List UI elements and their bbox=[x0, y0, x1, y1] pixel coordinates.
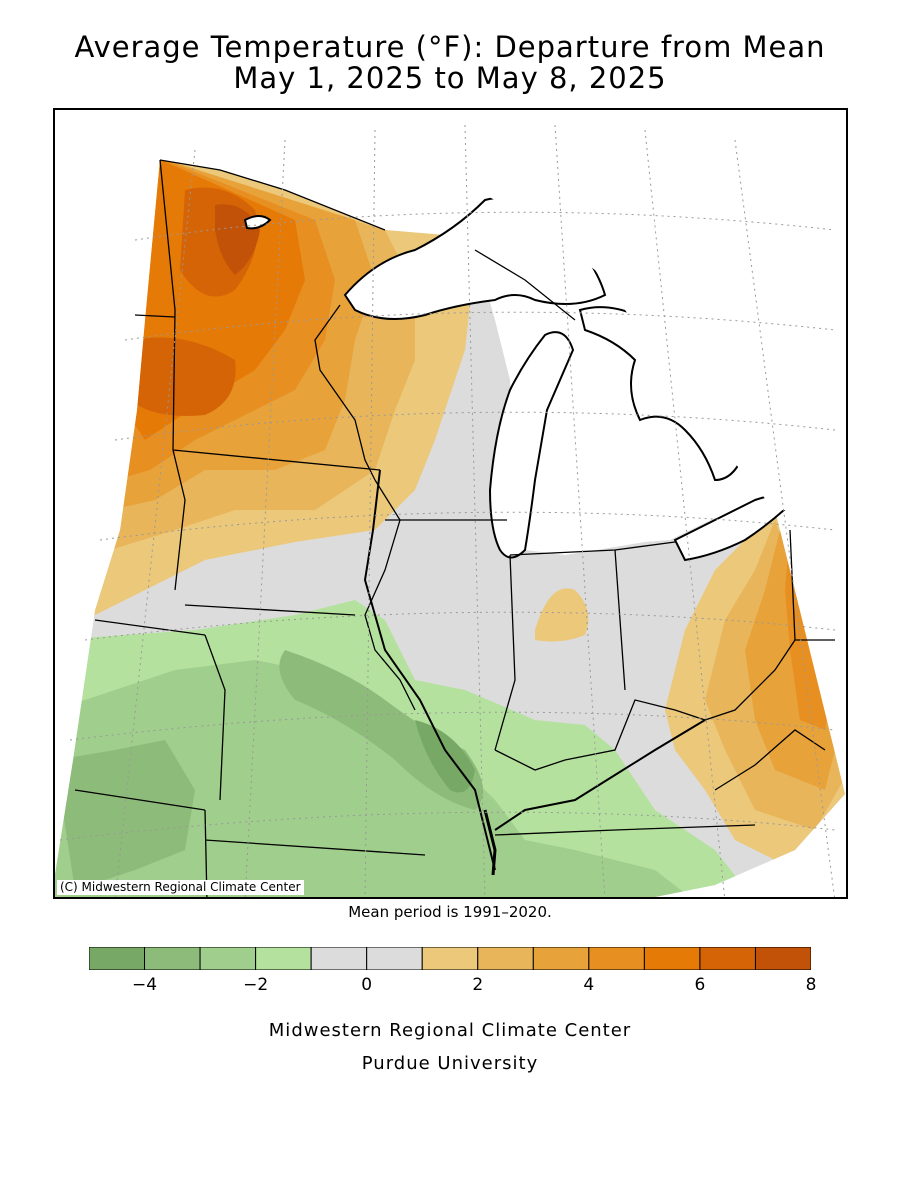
color-scale-legend bbox=[89, 947, 811, 970]
legend-tick-label: 8 bbox=[805, 975, 817, 995]
legend-bin-7 bbox=[477, 947, 534, 970]
state-border-mi-wi-up bbox=[474, 249, 576, 321]
mississippi-river bbox=[363, 469, 496, 871]
credit-organization: Midwestern Regional Climate Center bbox=[268, 1020, 632, 1041]
state-border-oh-wv bbox=[704, 639, 796, 721]
state-border-ia-mo bbox=[184, 604, 356, 616]
legend-bin-9 bbox=[588, 947, 645, 970]
copyright-notice: (C) Midwestern Regional Climate Center bbox=[57, 880, 304, 895]
legend-tick-label: 0 bbox=[361, 975, 373, 995]
graticule-lon-7 bbox=[734, 139, 835, 897]
legend-bin-11 bbox=[699, 947, 756, 970]
state-border-mn-wi bbox=[314, 304, 376, 481]
state-border-mn-ontario bbox=[159, 159, 386, 231]
state-border-ky-wv-va bbox=[714, 729, 826, 791]
state-border-mo-ar bbox=[204, 839, 426, 856]
kentucky-lake bbox=[483, 809, 497, 876]
graticule-lat-7 bbox=[59, 811, 836, 841]
warm-zone-7 bbox=[130, 337, 236, 416]
mean-period-note: Mean period is 1991–2020. bbox=[348, 903, 552, 921]
state-border-mn-nd bbox=[159, 159, 176, 451]
state-border-mi-in-oh bbox=[509, 541, 676, 556]
ohio-river bbox=[494, 719, 706, 831]
state-border-nd-sd bbox=[134, 314, 176, 318]
state-border-mn-sd bbox=[172, 449, 186, 591]
legend-bin-6 bbox=[421, 947, 479, 970]
legend-bin-8 bbox=[532, 947, 590, 970]
legend-bin-3 bbox=[255, 947, 312, 970]
credit-university: Purdue University bbox=[361, 1053, 539, 1074]
graticule-lat-1 bbox=[134, 211, 836, 241]
state-border-in-ky bbox=[494, 699, 706, 771]
state-border-ia-ne bbox=[204, 634, 226, 801]
graticule-lat-6 bbox=[69, 711, 836, 741]
graticule-lon-5 bbox=[554, 124, 606, 897]
map-title: Average Temperature (°F): Departure from… bbox=[74, 30, 826, 64]
legend-tick-label: −4 bbox=[132, 975, 158, 995]
state-border-il-in bbox=[494, 554, 516, 751]
cool-zone-5 bbox=[415, 720, 475, 793]
legend-tick-label: −2 bbox=[243, 975, 269, 995]
legend-bin-12 bbox=[754, 947, 811, 970]
map-panel: (C) Midwestern Regional Climate Center bbox=[53, 108, 848, 899]
legend-bin-10 bbox=[643, 947, 701, 970]
warm-zone-ohio-spot bbox=[620, 495, 681, 539]
temperature-departure-map bbox=[55, 110, 846, 897]
legend-bin-5 bbox=[366, 947, 423, 970]
state-border-in-oh bbox=[614, 549, 626, 691]
lake-of-woods bbox=[243, 215, 272, 230]
cool-zone-4 bbox=[279, 650, 483, 810]
graticule-lat-3 bbox=[114, 411, 836, 441]
graticule-lat-4 bbox=[99, 511, 836, 541]
canada-mask bbox=[55, 110, 846, 874]
legend-bin-4 bbox=[310, 947, 368, 970]
cool-zone-3 bbox=[55, 740, 195, 890]
legend-bin-0 bbox=[89, 947, 146, 970]
legend-tick-label: 2 bbox=[472, 975, 484, 995]
legend-tick-label: 6 bbox=[694, 975, 706, 995]
graticule-lon-2 bbox=[244, 139, 286, 897]
legend-tick-label: 4 bbox=[583, 975, 595, 995]
state-border-ky-tn bbox=[494, 824, 756, 836]
state-border-ne-ks bbox=[74, 789, 206, 811]
state-border-mn-ia bbox=[172, 449, 381, 471]
legend-bin-2 bbox=[199, 947, 257, 970]
map-date-range: May 1, 2025 to May 8, 2025 bbox=[233, 61, 667, 95]
graticule-lon-3 bbox=[364, 129, 376, 897]
warm-zone-indiana-spot bbox=[535, 588, 589, 642]
state-border-sd-ne bbox=[94, 619, 206, 636]
legend-bin-1 bbox=[144, 947, 201, 970]
